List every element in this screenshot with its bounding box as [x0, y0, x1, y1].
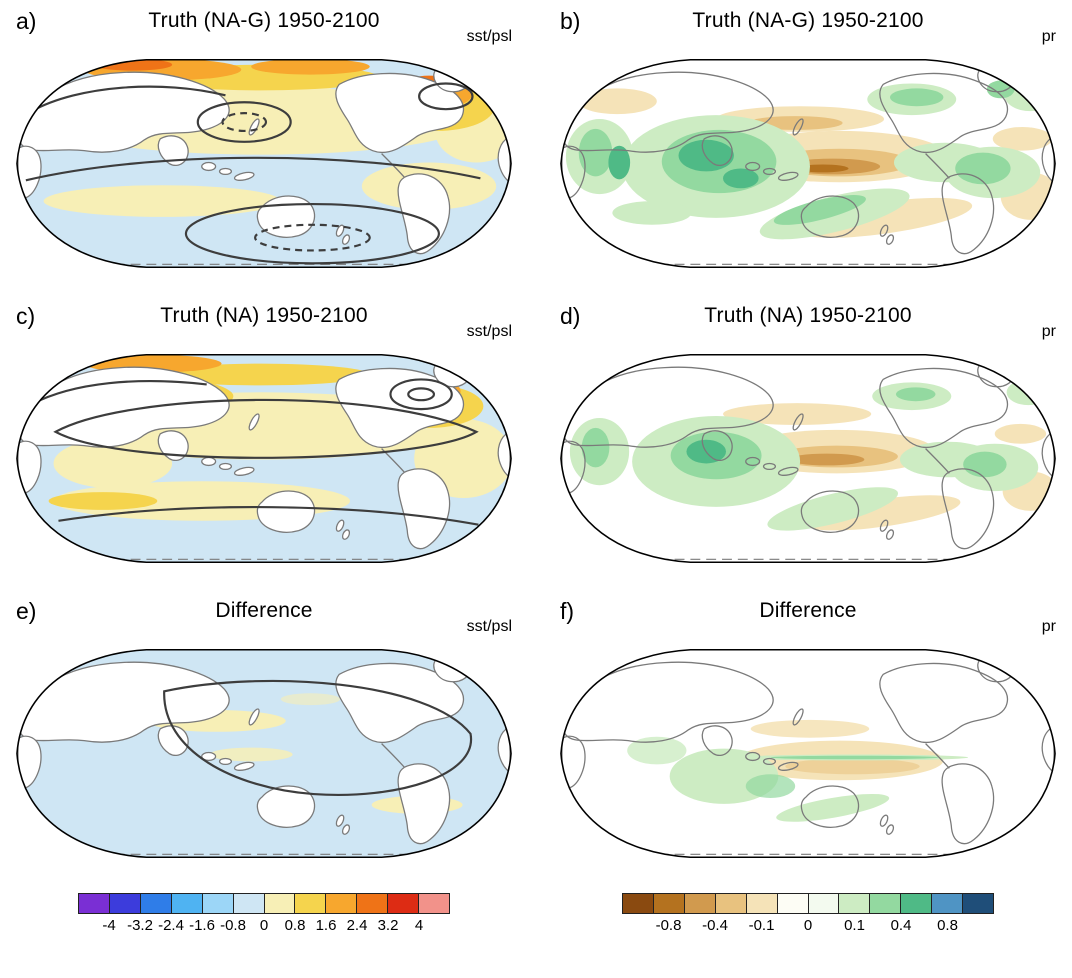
colorbar-tick-label: -0.8 [220, 917, 246, 935]
colorbar-cell [746, 894, 778, 914]
colorbar-cell [653, 894, 685, 914]
colorbar-cell [419, 894, 450, 914]
panel-f-header: f) Difference pr [558, 596, 1058, 635]
colorbar-cell [140, 894, 172, 914]
colorbar-tick-label: 0.8 [937, 917, 958, 935]
colorbar-tick-label: 0 [803, 917, 813, 935]
colorbar-tick-label: 2.4 [346, 917, 368, 935]
panel-label: b) [560, 8, 581, 34]
colorbar-cell [839, 894, 871, 914]
colorbar-tick-label: -2.4 [158, 917, 184, 935]
panel-label: d) [560, 303, 581, 330]
panel-title: Difference [759, 599, 857, 623]
colorbar-pr-ticks: -0.8 -0.4 -0.1 0 0.1 0.4 0.8 [622, 917, 994, 937]
panel-e-header: e) Difference sst/psl [14, 596, 514, 635]
panel-title: Truth (NA-G) 1950-2100 [148, 9, 380, 32]
colorbar-cell [264, 894, 296, 914]
panel-a: a) Truth (NA-G) 1950-2100 sst/psl [14, 6, 514, 287]
colorbar-cell [326, 894, 358, 914]
panel-grid: a) Truth (NA-G) 1950-2100 sst/psl b) Tru… [4, 6, 1068, 877]
colorbar-tick-label: 0.4 [890, 917, 912, 935]
panel-f: f) Difference pr [558, 596, 1058, 877]
panel-c-header: c) Truth (NA) 1950-2100 sst/psl [14, 301, 514, 340]
panel-d: d) Truth (NA) 1950-2100 pr [558, 301, 1058, 582]
panel-label: e) [16, 598, 37, 625]
colorbar-tick-label: -0.8 [655, 917, 682, 935]
colorbar-cell [777, 894, 809, 914]
colorbar-cell [233, 894, 265, 914]
colorbar-tick-label: 4 [414, 917, 424, 935]
panel-b: b) Truth (NA-G) 1950-2100 pr [558, 6, 1058, 287]
colorbar-cell [715, 894, 747, 914]
panel-variable-annotation: sst/psl [466, 618, 512, 636]
colorbar-tick-label: -4 [102, 917, 116, 935]
colorbar-cell [623, 894, 654, 914]
colorbar-cell [388, 894, 420, 914]
colorbar-tick-label: 1.6 [315, 917, 337, 935]
colorbar-tick-label: -3.2 [127, 917, 153, 935]
panel-label: f) [560, 598, 575, 625]
panel-title: Truth (NA-G) 1950-2100 [692, 9, 924, 32]
colorbar-cell [684, 894, 716, 914]
panel-label: a) [16, 8, 37, 34]
panel-e: e) Difference sst/psl [14, 596, 514, 877]
colorbar-sst-cells [78, 893, 450, 915]
panel-d-header: d) Truth (NA) 1950-2100 pr [558, 301, 1058, 340]
colorbar-tick-label: 3.2 [377, 917, 399, 935]
colorbar-pr: -0.8 -0.4 -0.1 0 0.1 0.4 0.8 [622, 893, 994, 937]
world-map-a [14, 40, 514, 287]
colorbar-pr-cells [622, 893, 994, 915]
colorbar-cell [901, 894, 933, 914]
panel-title: Truth (NA) 1950-2100 [704, 304, 912, 328]
colorbar-tick-label: 0.1 [844, 917, 865, 935]
colorbar-cell [357, 894, 389, 914]
world-map-b [558, 40, 1058, 287]
colorbar-cell [808, 894, 840, 914]
colorbar-cell [870, 894, 902, 914]
colorbar-tick-label: -1.6 [189, 917, 215, 935]
panel-b-header: b) Truth (NA-G) 1950-2100 pr [558, 6, 1058, 45]
panel-variable-annotation: pr [1041, 323, 1056, 341]
colorbar-sst: -4 -3.2 -2.4 -1.6 -0.8 0 0.8 1.6 2.4 3.2 4 [78, 893, 450, 937]
colorbar-cell [79, 894, 110, 914]
panel-c: c) Truth (NA) 1950-2100 sst/psl [14, 301, 514, 582]
panel-title: Difference [215, 599, 313, 623]
colorbar-cell [109, 894, 141, 914]
colorbar-row: -4 -3.2 -2.4 -1.6 -0.8 0 0.8 1.6 2.4 3.2 4 -0.8 -0.… [4, 877, 1068, 937]
panel-title: Truth (NA) 1950-2100 [160, 304, 368, 328]
colorbar-cell [202, 894, 234, 914]
colorbar-cell [295, 894, 327, 914]
climate-figure: a) Truth (NA-G) 1950-2100 sst/psl b) Tru… [4, 6, 1068, 937]
panel-variable-annotation: sst/psl [466, 28, 512, 45]
world-map-c [14, 335, 514, 582]
colorbar-tick-label: 0 [259, 917, 269, 935]
colorbar-tick-label: -0.4 [702, 917, 728, 935]
colorbar-cell [963, 894, 994, 914]
world-map-f [558, 630, 1058, 877]
panel-variable-annotation: pr [1041, 28, 1056, 45]
colorbar-sst-ticks: -4 -3.2 -2.4 -1.6 -0.8 0 0.8 1.6 2.4 3.2 4 [78, 917, 450, 937]
colorbar-cell [171, 894, 203, 914]
panel-label: c) [16, 303, 36, 330]
colorbar-tick-label: -0.1 [748, 917, 775, 935]
world-map-e [14, 630, 514, 877]
colorbar-tick-label: 0.8 [284, 917, 306, 935]
panel-a-header: a) Truth (NA-G) 1950-2100 sst/psl [14, 6, 514, 45]
panel-variable-annotation: pr [1041, 618, 1056, 636]
panel-variable-annotation: sst/psl [466, 323, 512, 341]
world-map-d [558, 335, 1058, 582]
colorbar-cell [932, 894, 964, 914]
